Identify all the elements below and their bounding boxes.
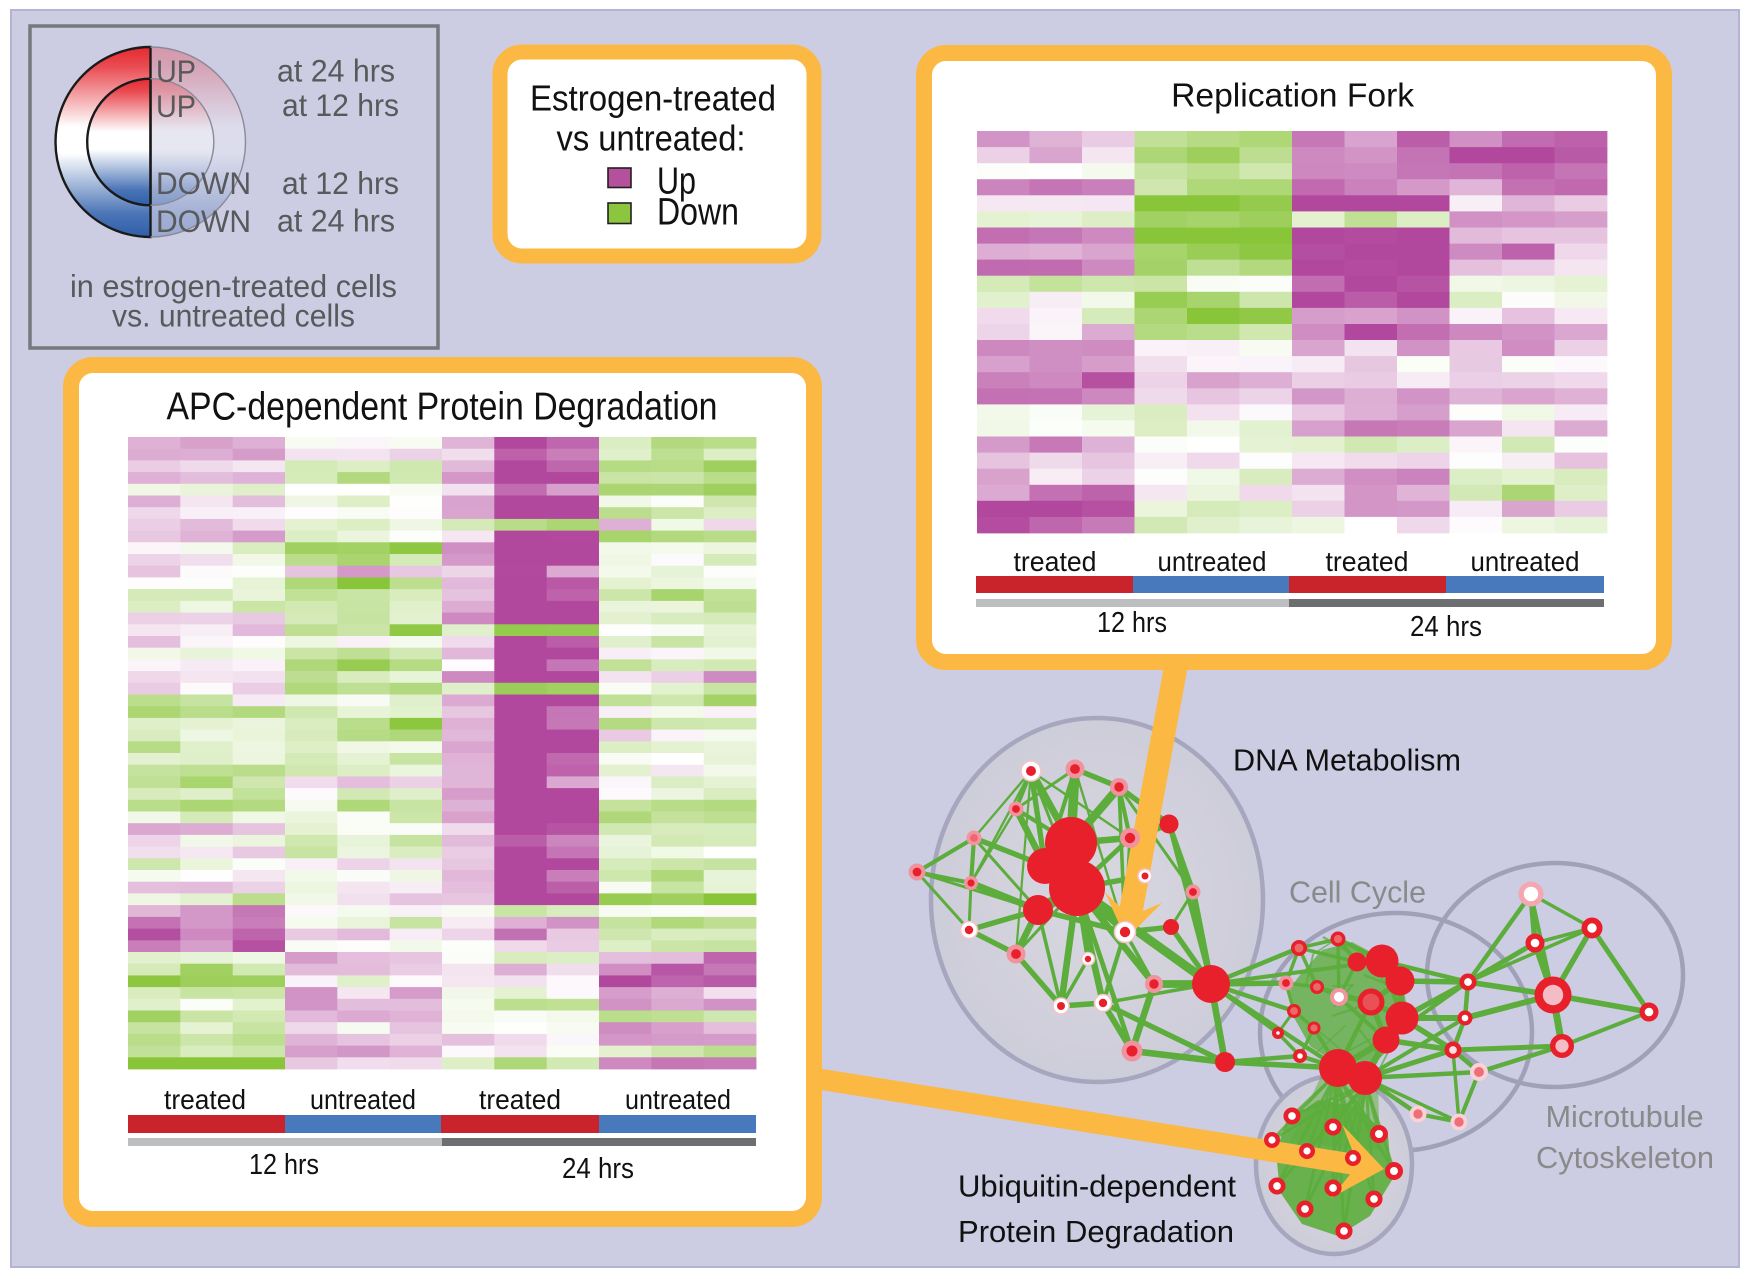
svg-text:untreated: untreated [625,1084,731,1115]
svg-text:12 hrs: 12 hrs [249,1149,319,1181]
svg-text:Replication Fork: Replication Fork [1171,78,1414,115]
svg-text:at 24 hrs: at 24 hrs [277,53,395,89]
svg-text:DNA Metabolism: DNA Metabolism [1233,743,1461,778]
svg-text:Microtubule: Microtubule [1546,1099,1704,1134]
svg-text:at 24 hrs: at 24 hrs [277,203,395,239]
svg-text:in estrogen-treated cells: in estrogen-treated cells [70,268,397,304]
svg-text:UP: UP [156,53,196,89]
svg-text:vs untreated:: vs untreated: [557,118,746,159]
svg-text:Protein Degradation: Protein Degradation [958,1214,1234,1249]
svg-text:untreated: untreated [1158,546,1267,577]
svg-text:DOWN: DOWN [156,165,251,201]
svg-text:vs. untreated cells: vs. untreated cells [112,298,355,334]
svg-text:untreated: untreated [1471,546,1580,577]
svg-text:24 hrs: 24 hrs [1410,611,1482,643]
svg-text:treated: treated [1326,546,1409,577]
svg-text:12 hrs: 12 hrs [1097,607,1167,639]
svg-text:treated: treated [1014,546,1097,577]
svg-text:Up: Up [657,161,696,203]
svg-text:Cell Cycle: Cell Cycle [1289,876,1426,910]
svg-text:UP: UP [156,88,196,124]
svg-text:DOWN: DOWN [156,203,251,239]
svg-text:Cytoskeleton: Cytoskeleton [1536,1140,1714,1175]
svg-text:Down: Down [657,191,739,233]
svg-text:treated: treated [164,1084,246,1115]
svg-text:24 hrs: 24 hrs [562,1153,634,1185]
svg-text:APC-dependent Protein Degradat: APC-dependent Protein Degradation [167,385,718,428]
svg-text:Ubiquitin-dependent: Ubiquitin-dependent [958,1169,1236,1204]
svg-text:at 12 hrs: at 12 hrs [282,87,399,123]
svg-text:at 12 hrs: at 12 hrs [282,165,399,201]
svg-text:untreated: untreated [310,1084,416,1115]
svg-text:treated: treated [479,1084,561,1115]
svg-text:Estrogen-treated: Estrogen-treated [530,78,776,119]
